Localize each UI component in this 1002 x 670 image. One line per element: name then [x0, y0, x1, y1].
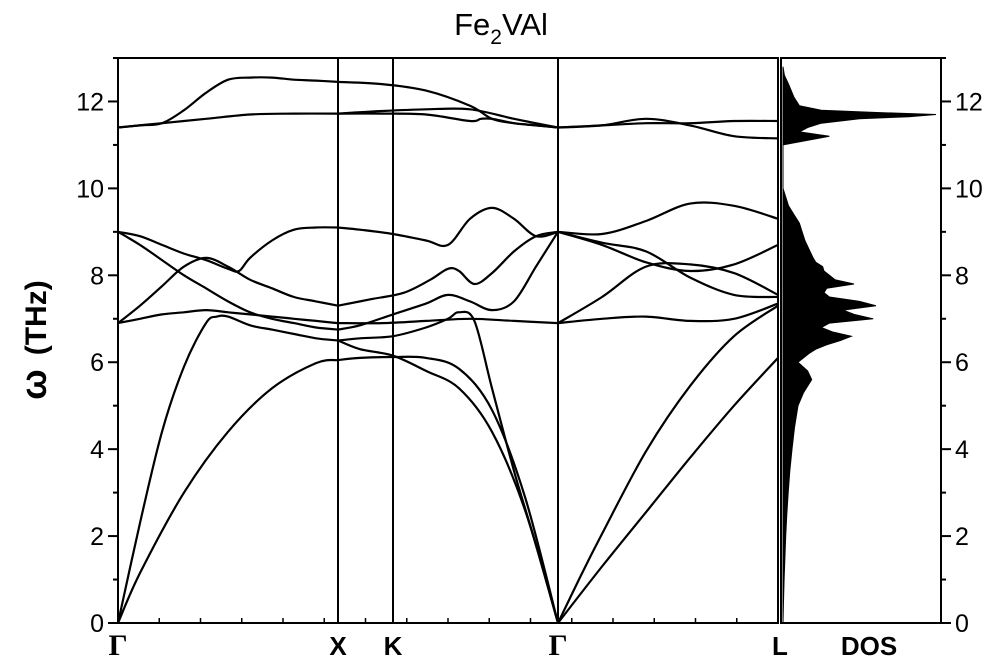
band-line-14 [337, 230, 559, 307]
band-line-8 [117, 76, 339, 129]
chart-title: Fe2VAl [454, 7, 548, 49]
y-tick-label-left-5: 10 [76, 175, 104, 203]
band-line-24 [557, 230, 779, 273]
main-panel-frame [117, 57, 779, 624]
kpoint-label-2: X [329, 631, 347, 661]
band-line-10 [337, 339, 560, 624]
chart-title-rest: VAl [502, 7, 548, 42]
dos-curve [782, 66, 937, 624]
band-line-3 [117, 309, 339, 325]
band-line-6 [117, 226, 339, 273]
chart-title-subscript: 2 [490, 26, 502, 49]
kpoint-label-3: K [384, 631, 403, 661]
band-line-25 [557, 201, 779, 236]
y-tick-label-left-3: 6 [90, 349, 104, 377]
y-tick-label-right-5: 10 [955, 175, 983, 203]
chart-title-main: Fe [454, 7, 490, 42]
dos-panel-frame [780, 57, 942, 624]
band-line-27 [557, 117, 779, 140]
band-line-1 [116, 358, 339, 624]
y-tick-label-right-2: 4 [955, 436, 969, 464]
kpoint-label-5: L [772, 631, 788, 661]
y-tick-label-right-4: 8 [955, 262, 969, 290]
band-line-9 [337, 355, 560, 624]
y-tick-label-right-0: 0 [955, 610, 969, 638]
band-line-12 [337, 317, 559, 325]
y-tick-label-left-2: 4 [90, 436, 104, 464]
y-axis-label-unit: (THz) [20, 280, 53, 355]
band-line-18 [337, 112, 559, 129]
y-tick-label-left-4: 8 [90, 262, 104, 290]
axis-ticks [108, 57, 951, 624]
band-line-19 [557, 357, 779, 624]
y-tick-label-right-3: 6 [955, 349, 969, 377]
band-line-16 [337, 107, 559, 129]
band-lines [116, 76, 779, 624]
band-line-22 [557, 262, 779, 325]
band-line-21 [557, 302, 779, 325]
y-tick-label-left-6: 12 [76, 88, 104, 116]
dos-panel [782, 66, 937, 624]
band-line-20 [557, 304, 779, 624]
y-tick-label-right-6: 12 [955, 88, 983, 116]
kpoint-label-1: Γ [108, 629, 127, 662]
y-tick-label-left-0: 0 [90, 610, 104, 638]
y-axis-label: ω (THz) [13, 280, 54, 399]
band-line-4 [117, 256, 339, 324]
band-line-11 [337, 310, 560, 624]
band-line-2 [116, 314, 339, 624]
y-tick-label-right-1: 2 [955, 523, 969, 551]
band-line-23 [557, 230, 779, 299]
y-tick-label-left-1: 2 [90, 523, 104, 551]
band-line-13 [337, 231, 559, 331]
kpoint-label-4: Γ [548, 629, 567, 662]
y-axis-label-symbol: ω [13, 369, 54, 399]
band-line-5 [117, 230, 339, 331]
band-line-15 [337, 206, 559, 248]
svg-text:ω(THz): ω (THz) [13, 280, 54, 399]
dos-axis-label: DOS [841, 631, 897, 661]
axis-labels: 0 0 2 2 4 4 6 6 8 8 10 10 12 12 Γ X K Γ L DOS [76, 88, 983, 662]
